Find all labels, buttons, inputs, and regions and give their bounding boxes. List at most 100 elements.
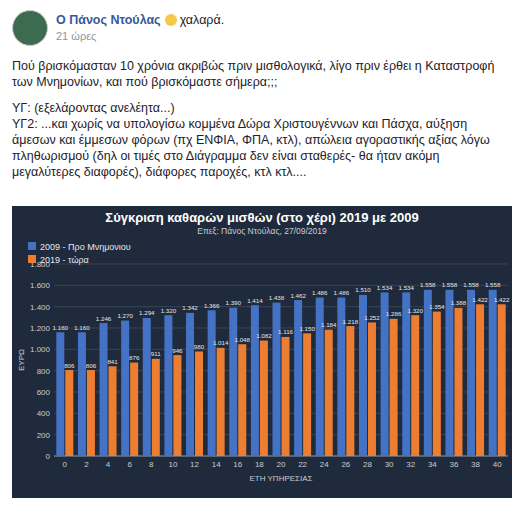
bar (454, 308, 462, 456)
bar (346, 326, 354, 456)
x-tick-label: 34 (428, 460, 437, 469)
legend-swatch (28, 242, 36, 250)
paragraph: Πού βρισκόμασταν 10 χρόνια ακριβώς πριν … (12, 58, 508, 90)
x-tick-label: 30 (385, 460, 394, 469)
legend-label: 2019 - τώρα (40, 255, 89, 265)
x-tick-label: 26 (341, 460, 350, 469)
x-tick-label: 38 (471, 460, 480, 469)
bar (489, 290, 497, 456)
bar (282, 337, 290, 456)
y-tick-label: 1.600 (30, 281, 51, 290)
data-label: 1.252 (364, 314, 380, 321)
x-tick-label: 8 (149, 460, 154, 469)
bar (424, 290, 432, 456)
bar (152, 359, 160, 456)
mood-icon (165, 14, 177, 26)
data-label: 1.422 (472, 296, 488, 303)
bar (121, 321, 129, 456)
data-label: 1.160 (53, 324, 69, 331)
x-tick-label: 0 (63, 460, 68, 469)
data-label: 1.414 (247, 297, 263, 304)
data-label: 1.294 (139, 309, 155, 316)
grid-line (54, 285, 508, 286)
head-line: Ο Πάνος Ντούλας χαλαρά. (56, 13, 224, 27)
y-tick-label: 800 (37, 367, 51, 376)
bar (325, 330, 333, 456)
bar (56, 332, 64, 456)
y-tick-label: 1.200 (30, 324, 51, 333)
bar (303, 333, 311, 456)
paragraph: ΥΓ2: ...και χωρίς να υπολογίσω κομμένα Δ… (12, 116, 508, 180)
data-label: 876 (129, 354, 140, 361)
y-tick-label: 1.000 (30, 345, 51, 354)
data-label: 1.534 (377, 284, 393, 291)
bar (260, 341, 268, 456)
x-tick-label: 18 (255, 460, 264, 469)
paragraph: ΥΓ: (εξελάροντας ανελέητα...) (12, 100, 508, 116)
data-label: 1.486 (334, 289, 350, 296)
data-label: 1.160 (74, 324, 90, 331)
avatar[interactable] (12, 10, 48, 46)
data-label: 1.320 (161, 307, 177, 314)
bar (65, 370, 73, 456)
data-label: 1.366 (204, 302, 220, 309)
chart: Σύγκριση καθαρών μισθών (στο χέρι) 2019 … (12, 206, 512, 498)
subtitle: Επεξ: Πάνος Ντούλας, 27/09/2019 (197, 226, 327, 236)
bar (411, 315, 419, 456)
x-tick-label: 20 (277, 460, 286, 469)
chart-background (12, 206, 512, 498)
author-name[interactable]: Ο Πάνος Ντούλας (56, 13, 161, 27)
bar (238, 344, 246, 456)
data-label: 1.354 (429, 303, 445, 310)
bar (208, 310, 216, 456)
bar (164, 315, 172, 456)
y-tick-label: 600 (37, 388, 51, 397)
x-tick-label: 4 (106, 460, 111, 469)
x-tick-label: 28 (363, 460, 372, 469)
data-label: 1.388 (451, 299, 467, 306)
bar (195, 351, 203, 456)
data-label: 841 (107, 358, 118, 365)
data-label: 1.116 (278, 328, 294, 335)
post-time[interactable]: 21 ώρες (56, 30, 96, 42)
data-label: 1.486 (312, 289, 328, 296)
data-label: 980 (194, 343, 205, 350)
bar (445, 290, 453, 456)
bar (87, 370, 95, 456)
data-label: 1.082 (256, 332, 272, 339)
data-label: 1.390 (226, 299, 242, 306)
bar (217, 348, 225, 456)
data-label: 1.422 (494, 296, 510, 303)
data-label: 946 (172, 347, 183, 354)
x-tick-label: 12 (190, 460, 199, 469)
data-label: 1.534 (398, 284, 414, 291)
x-tick-label: 32 (406, 460, 415, 469)
bar (390, 319, 398, 456)
title: Σύγκριση καθαρών μισθών (στο χέρι) 2019 … (105, 210, 418, 225)
bar (251, 305, 259, 456)
data-label: 1.558 (442, 281, 458, 288)
bar (100, 323, 108, 456)
data-label: 1.320 (407, 307, 423, 314)
bar (433, 312, 441, 456)
post-text: Πού βρισκόμασταν 10 χρόνια ακριβώς πριν … (12, 58, 508, 190)
data-label: 1.286 (386, 310, 402, 317)
data-label: 1.558 (420, 281, 436, 288)
x-tick-label: 22 (298, 460, 307, 469)
x-tick-label: 6 (127, 460, 132, 469)
x-tick-label: 14 (212, 460, 221, 469)
bar (368, 322, 376, 456)
data-label: 1.462 (290, 292, 306, 299)
data-label: 806 (64, 362, 75, 369)
y-tick-label: 0 (46, 452, 51, 461)
x-tick-label: 2 (84, 460, 89, 469)
bar (294, 300, 302, 456)
data-label: 1.246 (96, 315, 112, 322)
data-label: 1.218 (343, 318, 359, 325)
data-label: 1.184 (321, 321, 337, 328)
x-tick-label: 24 (320, 460, 329, 469)
bar (402, 292, 410, 456)
bar (498, 304, 506, 456)
status: χαλαρά. (180, 13, 225, 27)
data-label: 1.510 (355, 286, 371, 293)
